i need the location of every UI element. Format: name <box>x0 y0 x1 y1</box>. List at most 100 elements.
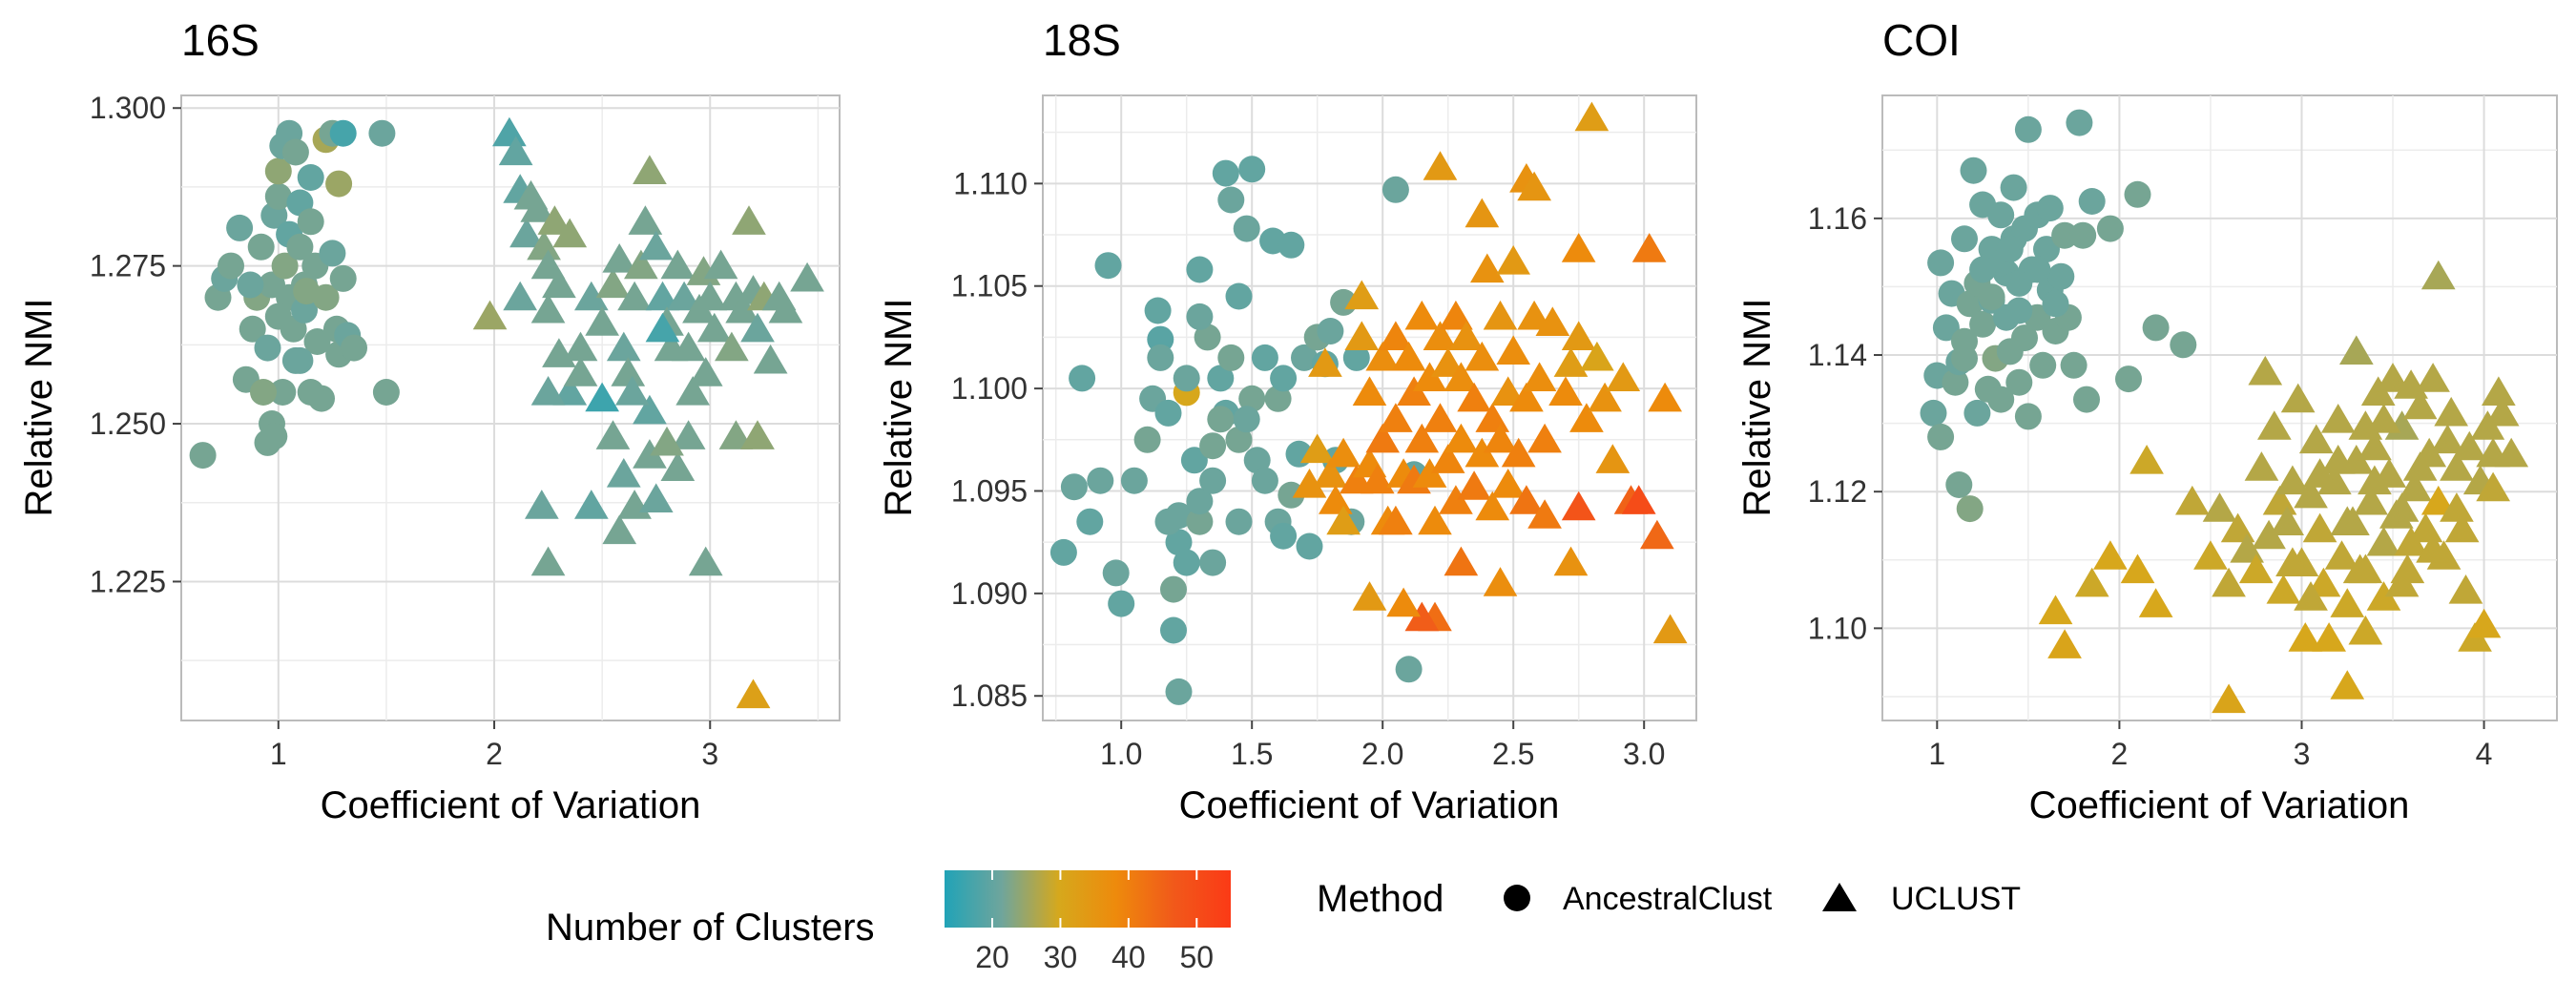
data-point-triangle <box>542 268 576 299</box>
data-point-triangle <box>2366 526 2401 556</box>
data-point-triangle <box>1423 151 1458 180</box>
data-point-circle <box>1120 467 1148 494</box>
data-point-triangle <box>1496 335 1530 365</box>
data-point-triangle <box>1352 376 1387 406</box>
data-point-triangle <box>1430 444 1465 473</box>
data-point-triangle <box>2175 485 2210 515</box>
data-point-circle <box>1251 467 1278 494</box>
colorbar-tick-label: 20 <box>975 940 1009 974</box>
legend-label-uclust: UCLUST <box>1891 881 2021 917</box>
data-points <box>1920 109 2529 714</box>
data-point-triangle <box>1360 464 1395 494</box>
data-point-triangle <box>472 300 508 330</box>
data-point-triangle <box>660 249 696 280</box>
data-point-triangle <box>606 458 641 488</box>
data-point-circle <box>2047 262 2075 290</box>
data-point-triangle <box>1535 306 1570 336</box>
data-point-triangle <box>2484 396 2520 427</box>
data-point-circle <box>1069 365 1096 392</box>
data-point-circle <box>1087 467 1114 494</box>
data-point-triangle <box>1404 601 1440 632</box>
data-point-circle <box>319 240 346 267</box>
data-point-triangle <box>530 249 566 280</box>
data-point-triangle <box>1457 470 1491 500</box>
panel-title: 18S <box>1043 15 1121 65</box>
data-point-triangle <box>2238 553 2274 584</box>
panel-title: COI <box>1882 15 1961 65</box>
data-point-circle <box>2115 365 2142 393</box>
data-point-triangle <box>2138 588 2173 617</box>
x-axis-label: Coefficient of Variation <box>1179 784 1560 826</box>
y-tick-label: 1.085 <box>951 678 1028 713</box>
data-point-triangle <box>790 261 824 292</box>
data-point-triangle <box>509 218 544 248</box>
data-point-circle <box>269 379 297 406</box>
legend-triangle-icon <box>1822 883 1857 911</box>
data-point-circle <box>303 328 331 355</box>
data-point-triangle <box>1444 423 1479 453</box>
colorbar-tick-label: 40 <box>1111 940 1146 974</box>
data-point-triangle <box>1292 469 1327 498</box>
data-point-triangle <box>1299 433 1335 464</box>
legend-circle-icon <box>1504 885 1530 911</box>
data-point-triangle <box>2212 567 2246 597</box>
data-point-triangle <box>2384 492 2420 522</box>
colorbar-tick-label: 50 <box>1179 940 1214 974</box>
data-point-circle <box>189 442 217 470</box>
data-point-circle <box>2066 109 2093 136</box>
data-point-circle <box>1225 508 1253 535</box>
data-point-triangle <box>1365 423 1400 453</box>
x-tick-label: 1.5 <box>1231 737 1273 771</box>
data-point-triangle <box>1379 403 1413 432</box>
data-point-circle <box>1207 406 1235 433</box>
data-point-circle <box>1969 310 1997 338</box>
data-point-triangle <box>2394 526 2428 556</box>
data-point-circle <box>2124 180 2151 208</box>
data-point-triangle <box>660 451 696 481</box>
data-point-circle <box>1987 386 2015 413</box>
data-point-triangle <box>2448 574 2483 604</box>
data-point-circle <box>329 119 357 147</box>
data-point-circle <box>1186 488 1214 515</box>
data-point-triangle <box>2376 363 2410 392</box>
data-point-circle <box>1381 176 1409 203</box>
data-point-triangle <box>585 382 619 412</box>
data-point-circle <box>1956 290 1984 318</box>
data-point-triangle <box>650 426 684 456</box>
data-point-circle <box>286 233 314 261</box>
data-point-triangle <box>1449 321 1484 350</box>
data-point-triangle <box>633 439 667 469</box>
data-point-triangle <box>732 205 766 235</box>
data-point-triangle <box>2038 595 2073 625</box>
data-point-circle <box>281 138 309 166</box>
panel-18s: 18S 1.0 1.5 2.0 2.5 3.01.0851.0901.0951.1001… <box>878 15 1697 826</box>
data-point-triangle <box>1475 491 1510 521</box>
data-point-triangle <box>725 293 759 324</box>
data-point-circle <box>297 208 324 236</box>
data-point-triangle <box>2434 396 2468 427</box>
data-point-circle <box>2142 314 2170 342</box>
data-point-triangle <box>602 243 637 273</box>
data-point-triangle <box>693 281 728 311</box>
data-point-triangle <box>638 483 674 512</box>
data-point-triangle <box>2402 389 2438 420</box>
data-point-circle <box>1076 508 1104 535</box>
data-point-triangle <box>1621 485 1656 514</box>
data-point-circle <box>1956 495 1984 523</box>
data-point-triangle <box>2440 451 2474 481</box>
data-point-triangle <box>503 281 537 311</box>
data-point-triangle <box>606 331 641 362</box>
data-point-circle <box>1969 256 1997 283</box>
data-point-triangle <box>2248 355 2283 386</box>
data-point-triangle <box>552 218 588 248</box>
y-axis-label: Relative NMI <box>878 299 920 517</box>
data-point-triangle <box>2366 404 2401 433</box>
data-point-triangle <box>628 205 663 235</box>
y-tick-label: 1.10 <box>1808 611 1867 645</box>
data-point-triangle <box>715 331 749 362</box>
data-point-circle <box>1199 467 1227 494</box>
data-point-triangle <box>1386 587 1421 617</box>
data-point-triangle <box>638 230 674 261</box>
data-point-triangle <box>2366 581 2401 611</box>
data-point-circle <box>1978 283 2005 311</box>
